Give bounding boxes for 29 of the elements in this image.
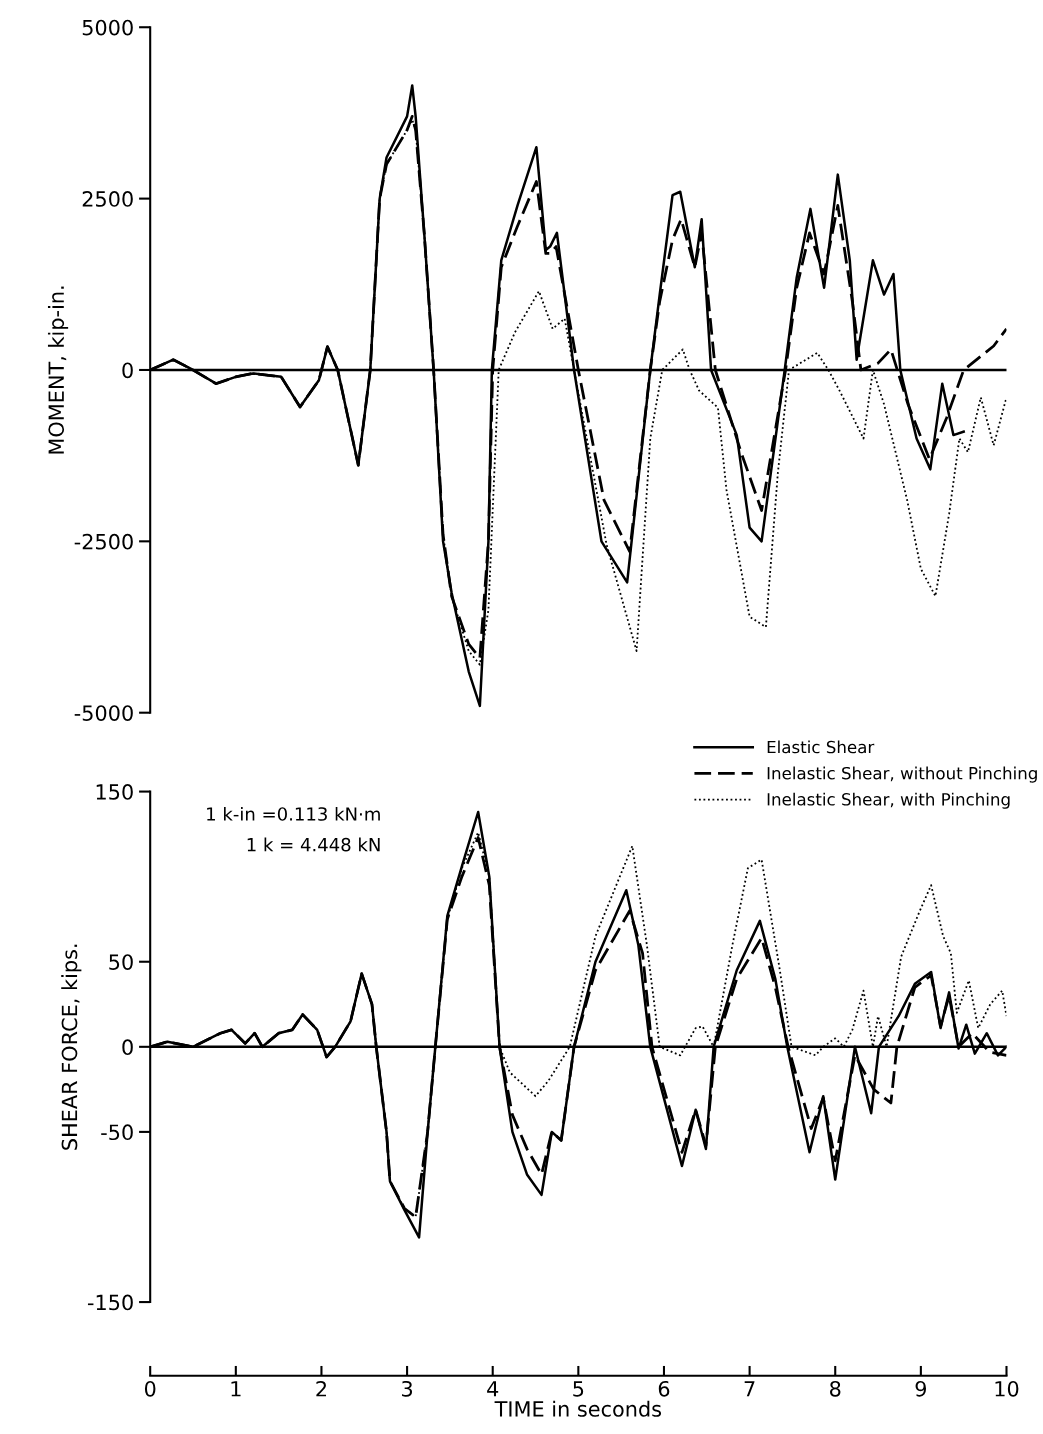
- x-tick-label: 6: [658, 1380, 670, 1397]
- y-tick-label: 2500: [82, 191, 133, 207]
- annotation: 1 k = 4.448 kN: [247, 837, 380, 852]
- legend-label: Elastic Shear: [767, 740, 875, 754]
- y-tick-label: 150: [96, 784, 133, 800]
- x-tick-label: 5: [573, 1381, 584, 1397]
- x-tick-label: 4: [487, 1381, 499, 1397]
- annotation: 1 k-in =0.113 kN·m: [207, 806, 380, 821]
- y-axis-title: SHEAR FORCE, kips.: [61, 944, 82, 1150]
- y-tick-label: -150: [87, 1294, 133, 1311]
- y-axis-title: MOMENT, kip-in.: [47, 286, 69, 454]
- y-tick-label: -5000: [74, 705, 133, 721]
- y-tick-label: 5000: [82, 19, 133, 36]
- y-tick-label: 50: [109, 954, 133, 970]
- x-tick-label: 10: [995, 1380, 1019, 1397]
- x-tick-label: 7: [744, 1381, 755, 1397]
- x-tick-label: 0: [144, 1380, 156, 1397]
- x-tick-label: 1: [231, 1381, 241, 1397]
- legend-label: Inelastic Shear, without Pinching: [767, 766, 1037, 783]
- x-tick-label: 8: [830, 1380, 841, 1397]
- x-axis-title: TIME in seconds: [494, 1400, 662, 1417]
- x-tick-label: 2: [316, 1380, 326, 1397]
- y-tick-label: -50: [101, 1124, 133, 1141]
- y-tick-label: -2500: [74, 533, 133, 550]
- y-tick-label: 0: [122, 1039, 133, 1056]
- y-tick-label: 0: [122, 362, 133, 379]
- x-tick-label: 9: [915, 1380, 927, 1397]
- x-tick-label: 3: [402, 1380, 413, 1397]
- legend-label: Inelastic Shear, with Pinching: [767, 792, 1010, 809]
